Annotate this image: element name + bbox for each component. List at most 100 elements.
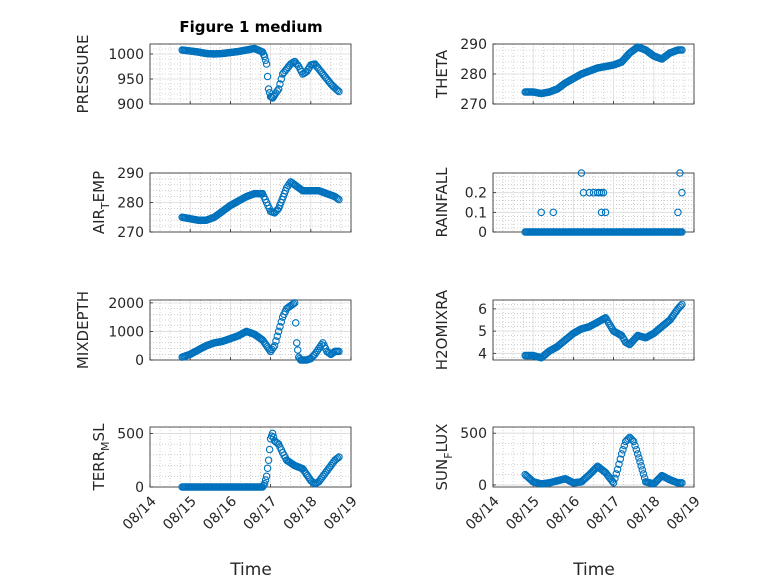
y-tick-label: 950 [117,72,144,88]
data-point [335,195,343,204]
data-point [264,456,273,464]
data-point [289,300,298,308]
y-axis-label-main: THETA [433,49,451,99]
data-point [269,343,278,352]
y-axis-label-sub: M [99,441,112,451]
x-tick-label: 08/16 [200,493,240,533]
data-point [261,56,270,64]
y-axis-label: MIXDEPTH [74,291,92,369]
data-point [591,464,599,473]
data-point [609,479,618,487]
data-point [262,60,271,68]
y-axis-label-main: MIXDEPTH [74,291,92,369]
y-tick-label: 280 [460,67,487,83]
panel-rainfall: 0 0.1 0.2 RAINFALL [433,167,695,241]
y-tick-label: 6 [478,302,487,318]
axes-box [149,43,352,105]
data-point [272,337,280,345]
y-axis-label: AIRTEMP [90,171,112,234]
y-tick-label: 270 [460,97,487,113]
y-axis-label: PRESSURE [74,35,92,114]
data-point [263,72,272,81]
data-point [273,332,282,340]
y-axis-label-tail: SL [90,423,108,442]
data-point [273,87,282,95]
data-point [676,169,684,177]
data-point [549,208,558,217]
y-axis-label: RAINFALL [433,167,451,238]
panel-sun_flux: 0 500 08/14 08/15 08/16 08/17 08/18 08/19 SUNFLU… [433,424,704,534]
y-axis-label-sub: F [442,452,455,458]
y-axis-label: THETA [433,49,451,99]
y-axis-label-main: H2OMIXRA [433,289,451,370]
y-tick-label: 0 [478,478,487,494]
y-tick-label: 0 [478,225,487,241]
x-tick-label: 08/15 [503,493,543,533]
x-tick-label: 08/16 [543,493,583,533]
y-axis-label-main: SUN [433,459,451,491]
data-point [260,52,269,61]
data-point [577,169,586,177]
data-point [290,299,299,307]
y-axis-label-sub: T [99,202,112,210]
data-point [678,300,686,309]
y-tick-label: 900 [117,97,144,113]
panel-terr_msl: 0 500 08/14 08/15 08/16 08/17 08/18 08/19 TERRMS… [90,423,361,533]
data-point [335,347,343,356]
data-point [676,302,685,310]
y-tick-label: 290 [460,37,487,53]
y-tick-label: 0 [135,480,144,496]
data-point [678,479,686,487]
x-axis-label-left: Time [229,560,272,580]
data-point [613,465,622,474]
data-point [333,194,342,203]
data-point [635,454,643,462]
data-point [264,85,273,93]
data-point [601,314,610,322]
data-point [678,228,686,236]
y-tick-label: 0 [135,353,144,369]
data-point [585,188,594,197]
panel-h2omixra: 4 5 6 H2OMIXRA [433,289,695,370]
x-tick-label: 08/14 [463,493,503,533]
y-tick-label: 280 [117,196,144,212]
data-point [537,208,545,217]
data-point [636,458,644,466]
y-tick-label: 500 [117,426,144,442]
data-point [261,476,270,484]
y-axis-label-main: AIR [90,209,108,234]
y-axis-label: TERRMSL [90,423,112,492]
axes-box [149,299,352,361]
data-point [601,208,610,217]
data-point [262,472,271,481]
data-point [611,474,619,483]
data-point [602,315,611,324]
data-point [632,446,641,454]
data-point [631,441,639,450]
data-point [678,188,686,197]
y-tick-label: 1000 [108,47,144,63]
y-axis-label-main: PRESSURE [74,35,92,114]
data-point [617,450,626,458]
y-axis-label-main: TERR [90,451,108,492]
data-point [265,346,274,354]
data-point [678,46,686,54]
x-tick-label: 08/17 [584,493,624,533]
data-point [335,453,343,461]
data-point [268,429,277,438]
data-point [277,318,286,326]
x-tick-label: 08/14 [120,493,160,533]
y-axis-label-tail: EMP [90,171,108,202]
panel-pressure: 900 950 1000 PRESSURE [74,35,352,114]
data-point [615,460,623,468]
data-point [599,188,608,197]
data-point [291,319,300,327]
data-point [293,346,302,354]
y-tick-label: 2000 [108,296,144,312]
panel-mixdepth: 0 1000 2000 MIXDEPTH [74,291,352,369]
data-point [639,470,648,478]
y-tick-label: 270 [117,225,144,241]
data-point [270,341,279,350]
x-axis-label-right: Time [572,560,615,580]
